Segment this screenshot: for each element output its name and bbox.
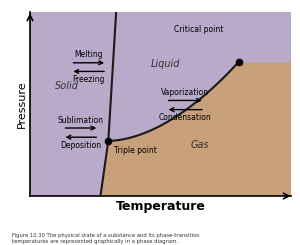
Text: Sublimation: Sublimation — [58, 116, 104, 125]
Text: Figure 10.30 The physical state of a substance and its phase-transition
temperat: Figure 10.30 The physical state of a sub… — [12, 233, 200, 244]
Text: Triple point: Triple point — [113, 146, 156, 155]
Text: Gas: Gas — [190, 140, 209, 149]
Text: Deposition: Deposition — [60, 141, 101, 149]
Text: Freezing: Freezing — [73, 75, 105, 84]
Polygon shape — [108, 12, 291, 141]
X-axis label: Temperature: Temperature — [116, 200, 206, 213]
Text: Critical point: Critical point — [174, 25, 223, 34]
Text: Vaporization: Vaporization — [161, 88, 209, 97]
Text: Melting: Melting — [74, 50, 103, 60]
Text: Liquid: Liquid — [151, 59, 181, 69]
Text: Condensation: Condensation — [159, 113, 212, 122]
Y-axis label: Pressure: Pressure — [17, 80, 27, 128]
Text: Solid: Solid — [55, 81, 79, 91]
Polygon shape — [30, 12, 291, 196]
Polygon shape — [30, 12, 116, 196]
